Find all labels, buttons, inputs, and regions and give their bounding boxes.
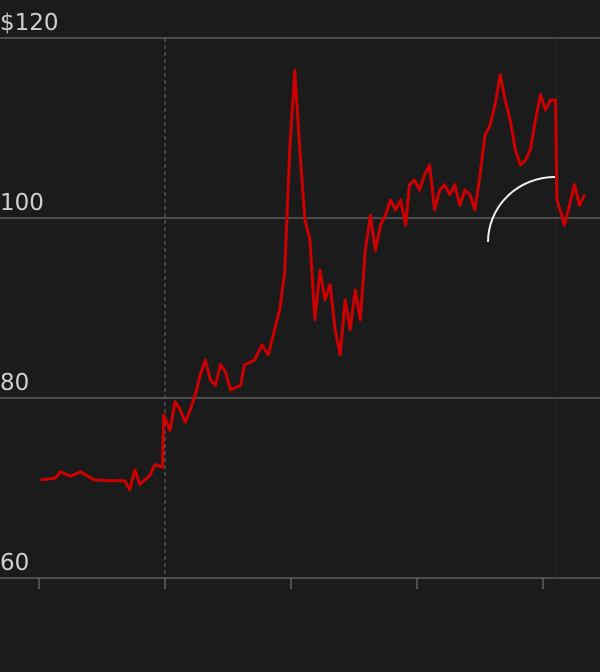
reference-lines — [164, 38, 558, 578]
y-tick-label: 80 — [0, 370, 29, 396]
gridlines — [0, 37, 600, 579]
y-tick-label: 100 — [0, 190, 44, 216]
y-axis-labels: 60 80 100 $120 — [0, 10, 59, 576]
y-tick-label: 60 — [0, 550, 29, 576]
x-axis-ticks — [38, 578, 544, 589]
annotation-arc — [487, 176, 556, 243]
price-series-line — [40, 68, 586, 492]
y-tick-label: $120 — [0, 10, 59, 36]
